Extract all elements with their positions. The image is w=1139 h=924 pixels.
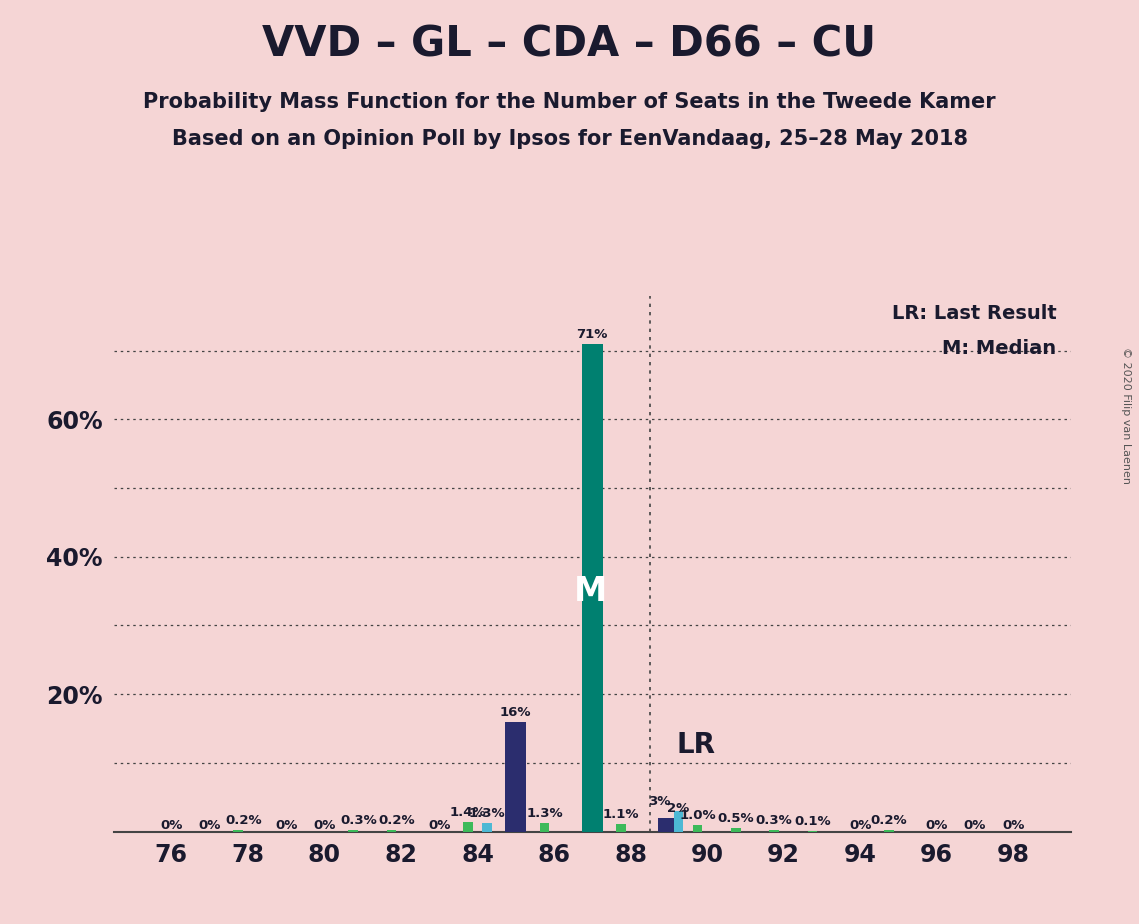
Text: 0%: 0% <box>926 819 948 832</box>
Bar <box>658 818 679 832</box>
Bar <box>506 722 526 832</box>
Bar <box>540 822 549 832</box>
Text: 0%: 0% <box>313 819 336 832</box>
Text: VVD – GL – CDA – D66 – CU: VVD – GL – CDA – D66 – CU <box>262 23 877 65</box>
Bar <box>731 828 740 832</box>
Text: 1.1%: 1.1% <box>603 808 639 821</box>
Text: 0.2%: 0.2% <box>226 814 262 828</box>
Text: 1.4%: 1.4% <box>450 807 486 820</box>
Text: 0.3%: 0.3% <box>341 814 377 827</box>
Text: 0%: 0% <box>161 819 182 832</box>
Bar <box>233 831 243 832</box>
Text: 1.3%: 1.3% <box>526 807 563 820</box>
Text: 0%: 0% <box>1002 819 1024 832</box>
Bar <box>884 831 894 832</box>
Text: 3%: 3% <box>648 796 671 808</box>
Text: © 2020 Filip van Laenen: © 2020 Filip van Laenen <box>1121 347 1131 484</box>
Text: 0.1%: 0.1% <box>794 815 830 828</box>
Bar <box>616 824 625 832</box>
Text: 71%: 71% <box>576 328 608 341</box>
Bar <box>349 830 358 832</box>
Text: M: M <box>574 575 607 608</box>
Text: M: Median: M: Median <box>942 338 1056 358</box>
Text: 0%: 0% <box>428 819 450 832</box>
Text: 0%: 0% <box>964 819 986 832</box>
Text: LR: Last Result: LR: Last Result <box>892 304 1056 322</box>
Text: 0.2%: 0.2% <box>379 814 416 828</box>
Bar <box>769 830 779 832</box>
Bar <box>582 344 603 832</box>
Bar <box>482 822 492 832</box>
Text: 0%: 0% <box>198 819 221 832</box>
Text: 0.5%: 0.5% <box>718 812 754 825</box>
Bar <box>693 825 703 832</box>
Text: 1.0%: 1.0% <box>679 809 715 822</box>
Text: 16%: 16% <box>500 706 532 719</box>
Text: LR: LR <box>677 732 715 760</box>
Text: Probability Mass Function for the Number of Seats in the Tweede Kamer: Probability Mass Function for the Number… <box>144 92 995 113</box>
Bar <box>386 831 396 832</box>
Text: 0%: 0% <box>849 819 871 832</box>
Text: Based on an Opinion Poll by Ipsos for EenVandaag, 25–28 May 2018: Based on an Opinion Poll by Ipsos for Ee… <box>172 129 967 150</box>
Text: 0%: 0% <box>274 819 297 832</box>
Text: 0.3%: 0.3% <box>755 814 793 827</box>
Text: 2%: 2% <box>667 802 689 815</box>
Text: 1.3%: 1.3% <box>469 807 506 820</box>
Text: 0.2%: 0.2% <box>870 814 907 828</box>
Bar <box>673 811 683 832</box>
Bar <box>464 822 473 832</box>
